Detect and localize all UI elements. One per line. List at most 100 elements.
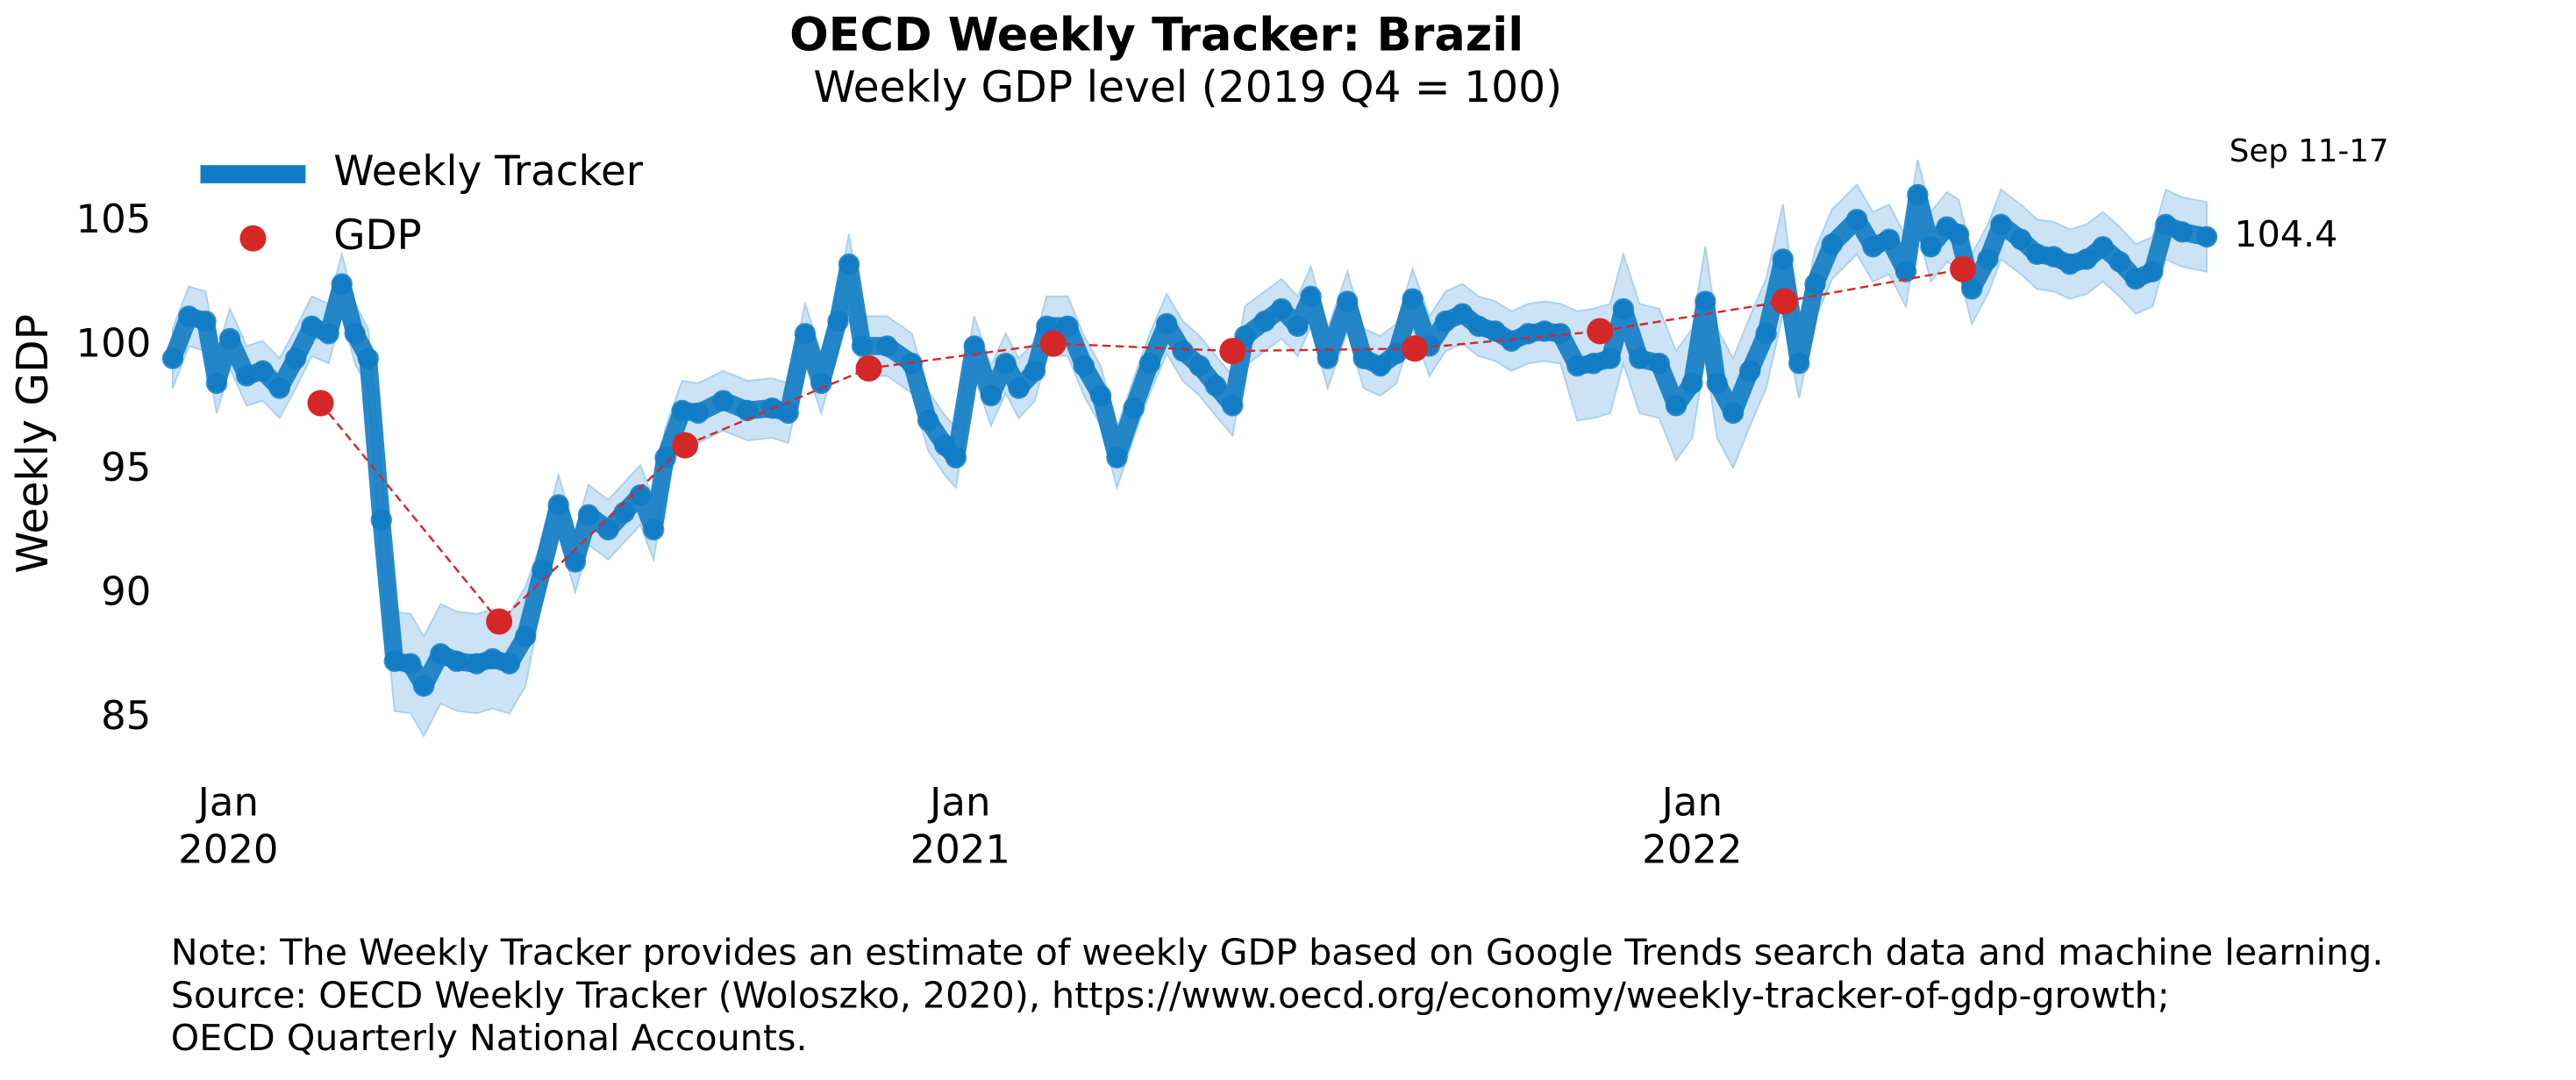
tracker-point [218, 327, 241, 350]
tracker-point [777, 402, 799, 424]
tracker-point [1057, 315, 1079, 337]
tracker-point [1706, 372, 1728, 395]
tracker-point [1755, 323, 1777, 345]
tracker-point [383, 650, 405, 672]
chart-title: OECD Weekly Tracker: Brazil [789, 9, 1523, 62]
gdp-point [855, 354, 882, 382]
tracker-point [1977, 248, 1999, 270]
x-tick-label: Jan 2020 [178, 779, 279, 873]
tracker-point [597, 519, 619, 540]
tracker-point [1920, 236, 1942, 258]
tracker-point [399, 653, 422, 675]
gdp-point [1039, 330, 1067, 357]
tracker-point [1582, 353, 1604, 375]
tracker-point [1878, 228, 1900, 250]
tracker-point [995, 353, 1017, 375]
tracker-point [1895, 261, 1917, 283]
tracker-point [236, 365, 258, 387]
tracker-point [430, 643, 452, 665]
gdp-point [672, 432, 699, 459]
note-line: OECD Quarterly National Accounts. [171, 1017, 808, 1059]
tracker-point [1549, 323, 1572, 345]
tracker-point [2043, 246, 2065, 268]
tracker-point [794, 323, 817, 345]
tracker-point [1287, 315, 1309, 337]
note-line: Source: OECD Weekly Tracker (Woloszko, 2… [171, 974, 2170, 1016]
latest-value-label: 104.4 [2234, 213, 2337, 255]
tracker-point [357, 347, 379, 369]
tracker-point [532, 558, 553, 581]
tracker-point [1106, 447, 1128, 468]
tracker-point [1681, 372, 1703, 395]
x-tick-label: Jan 2021 [910, 779, 1011, 873]
tracker-point [1222, 395, 1244, 417]
tracker-point [1073, 354, 1095, 377]
tracker-point [1253, 310, 1276, 333]
tracker-point [466, 653, 488, 675]
tracker-point [547, 494, 569, 516]
tracker-point [1452, 303, 1474, 325]
tracker-point [1271, 297, 1293, 320]
tracker-point [2009, 228, 2032, 250]
gdp-line [319, 268, 1964, 624]
tracker-point [1369, 354, 1392, 377]
tracker-point [1024, 360, 1046, 382]
tracker-point [1907, 183, 1929, 206]
tracker-point [2124, 268, 2147, 290]
gdp-point [1771, 288, 1798, 315]
tracker-point [268, 377, 290, 399]
tracker-point [498, 653, 520, 675]
x-tick-label: Jan 2022 [1642, 779, 1743, 873]
gdp-point [1587, 318, 1614, 345]
tracker-point [1845, 208, 1868, 231]
tracker-point [1722, 402, 1745, 424]
note-line: Note: The Weekly Tracker provides an est… [171, 932, 2384, 974]
tracker-point [2109, 251, 2130, 273]
tracker-point [1138, 353, 1161, 375]
tracker-point [1484, 320, 1507, 342]
tracker-point [629, 483, 652, 506]
tracker-point [1155, 312, 1178, 335]
tracker-point [963, 335, 985, 357]
tracker-point [1739, 360, 1761, 382]
legend-label: Weekly Tracker [333, 148, 644, 196]
tracker-point [687, 402, 710, 424]
tracker-point [1188, 354, 1210, 377]
tracker-point [178, 305, 200, 327]
tracker-point [736, 399, 759, 422]
tracker-point [252, 360, 274, 382]
tracker-point [1467, 315, 1489, 337]
tracker-point [2092, 236, 2114, 258]
tracker-point [1402, 288, 1424, 310]
tracker-point [161, 347, 184, 369]
tracker-point [577, 504, 600, 526]
tracker-point [1990, 213, 2012, 235]
tracker-point [412, 675, 435, 697]
tracker-point [1089, 384, 1112, 407]
tracker-point [838, 253, 860, 275]
tracker-point [712, 390, 734, 411]
latest-period: Sep 11-17 [2230, 133, 2389, 169]
x-tick: Jan 2021 [910, 779, 1011, 873]
tracker-point [1123, 397, 1145, 419]
tracker-point [1300, 285, 1322, 308]
tracker-point [2195, 225, 2218, 248]
gdp-point [1950, 255, 1977, 283]
tracker-point [195, 310, 217, 333]
tracker-point [1821, 233, 1843, 255]
tracker-point [446, 650, 467, 672]
tracker-point [344, 323, 366, 345]
tracker-point [284, 347, 307, 369]
tracker-point [318, 323, 339, 345]
tracker-point [1337, 290, 1359, 312]
gdp-point [307, 390, 334, 417]
tracker-point [1599, 347, 1622, 369]
tracker-point [2026, 243, 2048, 265]
tracker-point [482, 647, 503, 670]
y-tick-label: 90 [101, 568, 151, 614]
legend-swatch [239, 225, 267, 252]
tracker-point [301, 315, 323, 337]
tracker-point [514, 626, 537, 647]
